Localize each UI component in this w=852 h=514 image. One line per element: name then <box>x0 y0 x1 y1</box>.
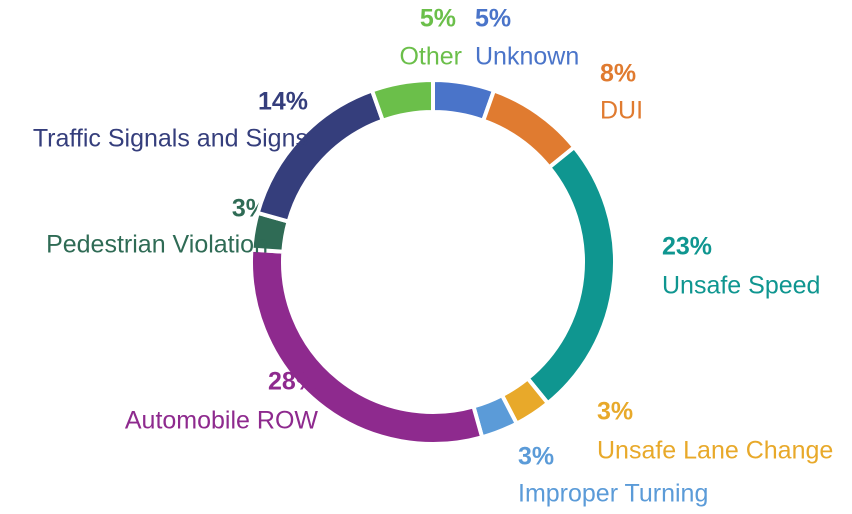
category-label: Other <box>399 43 462 71</box>
value-label: 23% <box>662 233 712 261</box>
value-label: 3% <box>597 398 633 426</box>
category-label: DUI <box>600 97 643 125</box>
value-label: 14% <box>258 88 308 116</box>
value-label: 3% <box>518 443 554 471</box>
value-label: 8% <box>600 60 636 88</box>
donut-segment <box>524 144 617 406</box>
category-label: Traffic Signals and Signs <box>33 125 308 153</box>
category-label: Unsafe Speed <box>662 272 820 300</box>
value-label: 5% <box>475 5 511 33</box>
category-label: Automobile ROW <box>125 407 319 435</box>
value-label: 5% <box>420 5 456 33</box>
value-label: 28% <box>268 368 318 396</box>
donut-segment <box>369 77 435 124</box>
category-label: Unknown <box>475 43 579 71</box>
category-label: Improper Turning <box>518 480 708 508</box>
category-label: Unsafe Lane Change <box>597 437 833 465</box>
category-label: Pedestrian Violation <box>46 231 268 259</box>
